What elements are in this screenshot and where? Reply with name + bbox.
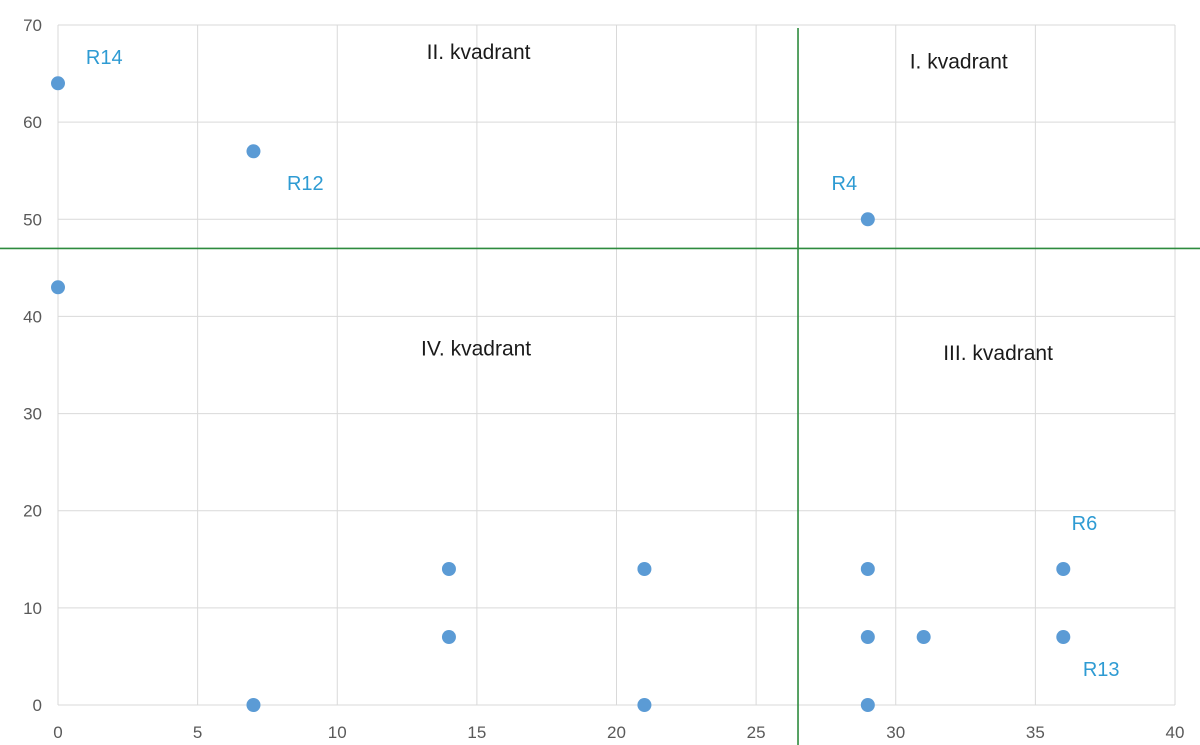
point-label: R4 [832, 173, 858, 195]
x-tick-label: 10 [328, 723, 347, 742]
x-tick-label: 35 [1026, 723, 1045, 742]
y-tick-label: 50 [23, 210, 42, 229]
point-label: R6 [1072, 513, 1098, 535]
x-tick-label: 0 [53, 723, 62, 742]
data-point [637, 562, 652, 576]
data-point [51, 280, 65, 295]
x-tick-label: 15 [467, 723, 486, 742]
quadrant-label: I. kvadrant [910, 51, 1008, 74]
point-label: R14 [86, 47, 123, 69]
data-point [1056, 630, 1071, 644]
quadrant-dividers [0, 28, 1200, 745]
y-tick-label: 20 [23, 502, 42, 521]
data-point [860, 212, 875, 227]
y-tick-label: 60 [23, 113, 42, 132]
x-tick-label: 20 [607, 723, 626, 742]
y-tick-label: 30 [23, 405, 42, 424]
x-tick-label: 30 [886, 723, 905, 742]
point-label: R13 [1083, 659, 1120, 681]
data-points [51, 76, 1071, 712]
data-point [860, 698, 875, 712]
data-point [860, 630, 875, 644]
axis-tick-labels: 0 5 10 15 20 25 30 35 40 0 10 20 30 40 50 60 70 [23, 16, 1184, 742]
quadrant-labels: II. kvadrant I. kvadrant IV. kvadrant III. … [421, 41, 1053, 365]
data-point [51, 76, 65, 91]
quadrant-label: II. kvadrant [427, 41, 531, 64]
quadrant-label: IV. kvadrant [421, 337, 531, 360]
y-tick-label: 0 [33, 696, 42, 715]
data-point [246, 144, 261, 159]
x-tick-label: 5 [193, 723, 202, 742]
data-point [860, 562, 875, 576]
data-point [246, 698, 261, 712]
x-tick-label: 40 [1166, 723, 1185, 742]
grid-layer [57, 24, 1176, 706]
y-tick-label: 10 [23, 599, 42, 618]
x-tick-label: 25 [747, 723, 766, 742]
point-labels: R14 R12 R4 R6 R13 [86, 47, 1120, 681]
data-point [637, 698, 652, 712]
data-point [441, 562, 456, 576]
point-label: R12 [287, 173, 324, 195]
y-tick-label: 40 [23, 307, 42, 326]
y-tick-label: 70 [23, 16, 42, 35]
quadrant-label: III. kvadrant [943, 342, 1053, 365]
data-point [441, 630, 456, 644]
data-point [1056, 562, 1071, 576]
data-point [916, 630, 931, 644]
